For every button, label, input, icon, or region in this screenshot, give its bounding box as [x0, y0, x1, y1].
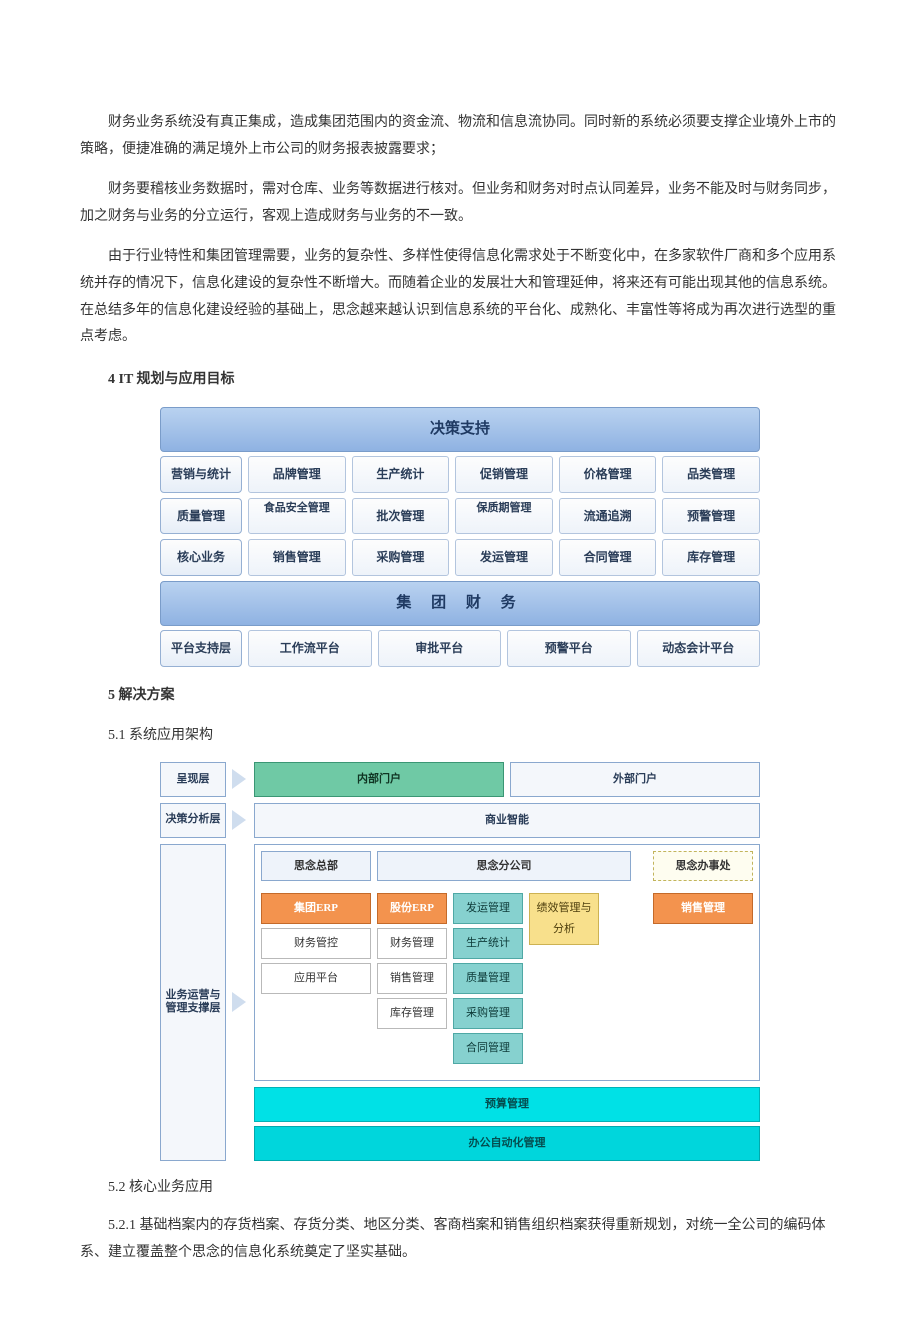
d1-row-bottom: 平台支持层 工作流平台 审批平台 预警平台 动态会计平台 [160, 630, 760, 667]
para-2: 财务要稽核业务数据时，需对仓库、业务等数据进行核对。但业务和财务对时点认同差异，… [80, 177, 840, 230]
d1-r0-c1: 生产统计 [352, 456, 450, 493]
d1-b-c0: 工作流平台 [248, 630, 372, 667]
para-3: 由于行业特性和集团管理需要，业务的复杂性、多样性使得信息化需求处于不断变化中，在… [80, 244, 840, 350]
d1-r1-c2: 保质期管理 [455, 498, 553, 535]
d1-row-2: 核心业务 销售管理 采购管理 发运管理 合同管理 库存管理 [160, 539, 760, 576]
diagram-system-architecture: 呈现层 内部门户 外部门户 决策分析层 商业智能 业务运营与管理支撑层 思念总部… [160, 762, 760, 1161]
d2-inner-portal: 内部门户 [254, 762, 504, 797]
d2-teal-1: 生产统计 [453, 928, 523, 959]
d2-decision-layer: 决策分析层 商业智能 [160, 803, 760, 838]
d1-r2-c3: 合同管理 [559, 539, 657, 576]
para-1: 财务业务系统没有真正集成，造成集团范围内的资金流、物流和信息流协同。同时新的系统… [80, 110, 840, 163]
d2-hq-item0: 财务管控 [261, 928, 371, 959]
d2-ops-layer: 业务运营与管理支撑层 思念总部 思念分公司 思念办事处 集团ERP 财务管控 应 [160, 844, 760, 1161]
heading-51: 5.1 系统应用架构 [80, 723, 840, 750]
d2-subleft-2: 库存管理 [377, 998, 447, 1029]
chevron-icon [232, 844, 248, 1161]
d1-row-0: 营销与统计 品牌管理 生产统计 促销管理 价格管理 品类管理 [160, 456, 760, 493]
d1-row0-cat: 营销与统计 [160, 456, 242, 493]
d1-r1-c4: 预警管理 [662, 498, 760, 535]
d1-r2-c1: 采购管理 [352, 539, 450, 576]
d2-ops-label: 业务运营与管理支撑层 [160, 844, 226, 1161]
heading-5: 5 解决方案 [80, 683, 840, 710]
d2-teal-0: 发运管理 [453, 893, 523, 924]
d1-b-c3: 动态会计平台 [637, 630, 761, 667]
heading-4: 4 IT 规划与应用目标 [80, 367, 840, 394]
d1-r0-c2: 促销管理 [455, 456, 553, 493]
d1-bottom-cat: 平台支持层 [160, 630, 242, 667]
d2-present-label: 呈现层 [160, 762, 226, 797]
d2-present-layer: 呈现层 内部门户 外部门户 [160, 762, 760, 797]
d2-subleft-1: 销售管理 [377, 963, 447, 994]
d1-b-c2: 预警平台 [507, 630, 631, 667]
diagram-it-planning: 决策支持 营销与统计 品牌管理 生产统计 促销管理 价格管理 品类管理 质量管理… [160, 407, 760, 666]
d2-subleft-0: 财务管理 [377, 928, 447, 959]
d2-ops-body: 集团ERP 财务管控 应用平台 股份ERP 财务管理 销售管理 库存管理 [261, 893, 753, 1067]
d2-decision-label: 决策分析层 [160, 803, 226, 838]
d2-bi: 商业智能 [254, 803, 760, 838]
d1-row1-cat: 质量管理 [160, 498, 242, 535]
d1-r0-c0: 品牌管理 [248, 456, 346, 493]
d2-teal-2: 质量管理 [453, 963, 523, 994]
d2-subleft-head: 股份ERP [377, 893, 447, 924]
d1-b-c1: 审批平台 [378, 630, 502, 667]
d2-yellow: 绩效管理与分析 [529, 893, 599, 945]
d2-sub-label: 思念分公司 [377, 851, 631, 882]
d1-r1-c1: 批次管理 [352, 498, 450, 535]
d1-banner-mid: 集 团 财 务 [160, 581, 760, 626]
d2-teal-3: 采购管理 [453, 998, 523, 1029]
d2-teal-4: 合同管理 [453, 1033, 523, 1064]
d1-row-1: 质量管理 食品安全管理 批次管理 保质期管理 流通追溯 预警管理 [160, 498, 760, 535]
d2-ops-heads: 思念总部 思念分公司 思念办事处 [261, 851, 753, 882]
d2-outer-portal: 外部门户 [510, 762, 760, 797]
d1-r1-c0: 食品安全管理 [248, 498, 346, 535]
d1-r0-c3: 价格管理 [559, 456, 657, 493]
d1-r2-c2: 发运管理 [455, 539, 553, 576]
chevron-icon [232, 803, 248, 838]
heading-521: 5.2.1 基础档案内的存货档案、存货分类、地区分类、客商档案和销售组织档案获得… [80, 1213, 840, 1266]
d1-banner-top: 决策支持 [160, 407, 760, 452]
d1-r2-c0: 销售管理 [248, 539, 346, 576]
d2-hq-item1: 应用平台 [261, 963, 371, 994]
d2-office-head: 销售管理 [653, 893, 753, 924]
d2-budget: 预算管理 [254, 1087, 760, 1122]
heading-52: 5.2 核心业务应用 [80, 1175, 840, 1202]
d2-hq-label: 思念总部 [261, 851, 371, 882]
chevron-icon [232, 762, 248, 797]
d1-row2-cat: 核心业务 [160, 539, 242, 576]
d1-r1-c3: 流通追溯 [559, 498, 657, 535]
d2-oa: 办公自动化管理 [254, 1126, 760, 1161]
d1-r0-c4: 品类管理 [662, 456, 760, 493]
d2-hq-head: 集团ERP [261, 893, 371, 924]
d2-office-label: 思念办事处 [653, 851, 753, 882]
d1-r2-c4: 库存管理 [662, 539, 760, 576]
